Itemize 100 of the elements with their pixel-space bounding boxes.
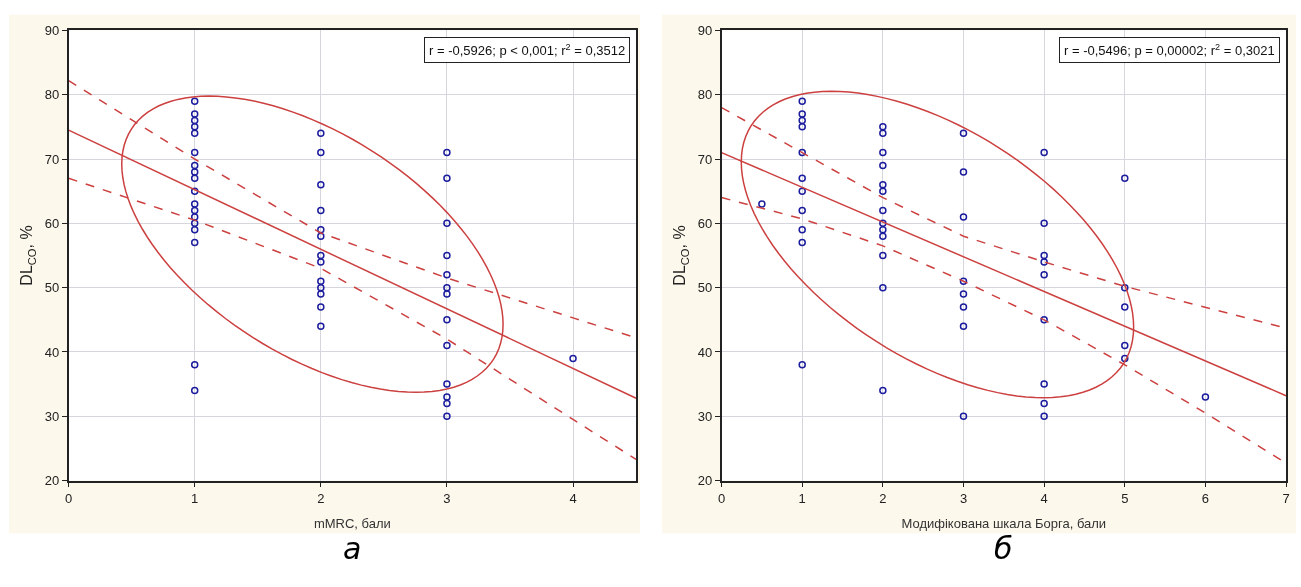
y-tick-label: 70 [697, 151, 713, 167]
point [443, 148, 451, 157]
point [798, 238, 806, 247]
point [190, 187, 199, 195]
x-tick-label: 4 [569, 490, 577, 506]
point [959, 412, 968, 421]
point [1040, 316, 1048, 324]
point [798, 148, 806, 157]
point [190, 148, 199, 157]
point [190, 361, 199, 369]
point [317, 206, 325, 215]
point [879, 219, 887, 228]
point [879, 129, 887, 138]
line-series [68, 177, 637, 461]
point [879, 206, 887, 215]
point [443, 393, 451, 401]
point [959, 303, 968, 311]
point [1121, 174, 1129, 183]
point [798, 206, 806, 215]
y-tick-label: 30 [44, 408, 60, 424]
y-tick-label: 90 [697, 22, 713, 38]
x-tick-label: 2 [317, 490, 325, 506]
x-tick-label: 3 [959, 490, 968, 506]
point [959, 290, 968, 298]
point [443, 174, 451, 183]
point [317, 129, 325, 138]
y-tick-label: 40 [697, 344, 713, 360]
x-axis-title: Модифікована шкала Борга, бали [901, 516, 1107, 532]
point [190, 161, 199, 170]
y-tick-label: 20 [697, 473, 713, 489]
point [317, 303, 325, 311]
point [1040, 219, 1048, 228]
point [317, 226, 325, 234]
point [879, 148, 887, 157]
point [190, 226, 199, 234]
x-tick-label: 0 [717, 490, 726, 506]
point [190, 97, 199, 105]
point [317, 322, 325, 330]
point [1121, 341, 1129, 350]
y-tick-label: 20 [44, 473, 60, 489]
point [190, 116, 199, 125]
y-tick-label: 50 [697, 280, 713, 296]
point [317, 283, 325, 292]
point [317, 251, 325, 260]
x-tick-label: 4 [1040, 490, 1048, 506]
point [190, 129, 199, 138]
point [959, 213, 968, 221]
point [959, 129, 968, 138]
point [1121, 283, 1129, 292]
point [798, 361, 806, 369]
y-tick-label: 60 [697, 215, 713, 231]
text: б [994, 531, 1013, 566]
point [1040, 251, 1048, 260]
y-tick-label: 30 [697, 408, 713, 424]
point [443, 341, 451, 350]
x-tick-label: 7 [1282, 490, 1290, 506]
text: а [343, 531, 362, 566]
point [798, 116, 806, 125]
annotation: r = -0,5926; p < 0,001; r$^{2}$ = 0,3512 [429, 42, 626, 59]
point [879, 123, 887, 131]
point [443, 283, 451, 292]
point [1201, 393, 1210, 401]
point [443, 251, 451, 260]
point [1040, 399, 1048, 408]
point [879, 283, 887, 292]
point [959, 322, 968, 330]
point [879, 386, 887, 395]
point [1040, 258, 1048, 266]
point [190, 386, 199, 395]
y-tick-label: 60 [44, 215, 60, 231]
point [798, 226, 806, 234]
point [758, 200, 766, 208]
point [798, 123, 806, 131]
point [798, 187, 806, 195]
point [1040, 412, 1048, 421]
x-tick-label: 5 [1121, 490, 1129, 506]
point [190, 219, 199, 228]
x-tick-label: 1 [191, 490, 199, 506]
y-tick-label: 80 [697, 87, 713, 103]
point [190, 168, 199, 176]
point [190, 110, 199, 118]
point [190, 174, 199, 183]
point [443, 316, 451, 324]
y-tick-label: 90 [44, 22, 60, 38]
point [569, 354, 577, 363]
point [1121, 354, 1129, 363]
point [443, 412, 451, 421]
point [798, 110, 806, 118]
x-axis-title: mMRC, бали [313, 516, 391, 532]
point [798, 97, 806, 105]
point [879, 226, 887, 234]
point [190, 200, 199, 208]
x-tick-label: 3 [443, 490, 451, 506]
point [879, 251, 887, 260]
point [443, 290, 451, 298]
x-tick-label: 6 [1201, 490, 1210, 506]
point [879, 161, 887, 170]
point [879, 187, 887, 195]
annotation: r = -0,5496; p = 0,00002; r$^{2}$ = 0,3021 [1064, 42, 1275, 59]
point [879, 180, 887, 189]
